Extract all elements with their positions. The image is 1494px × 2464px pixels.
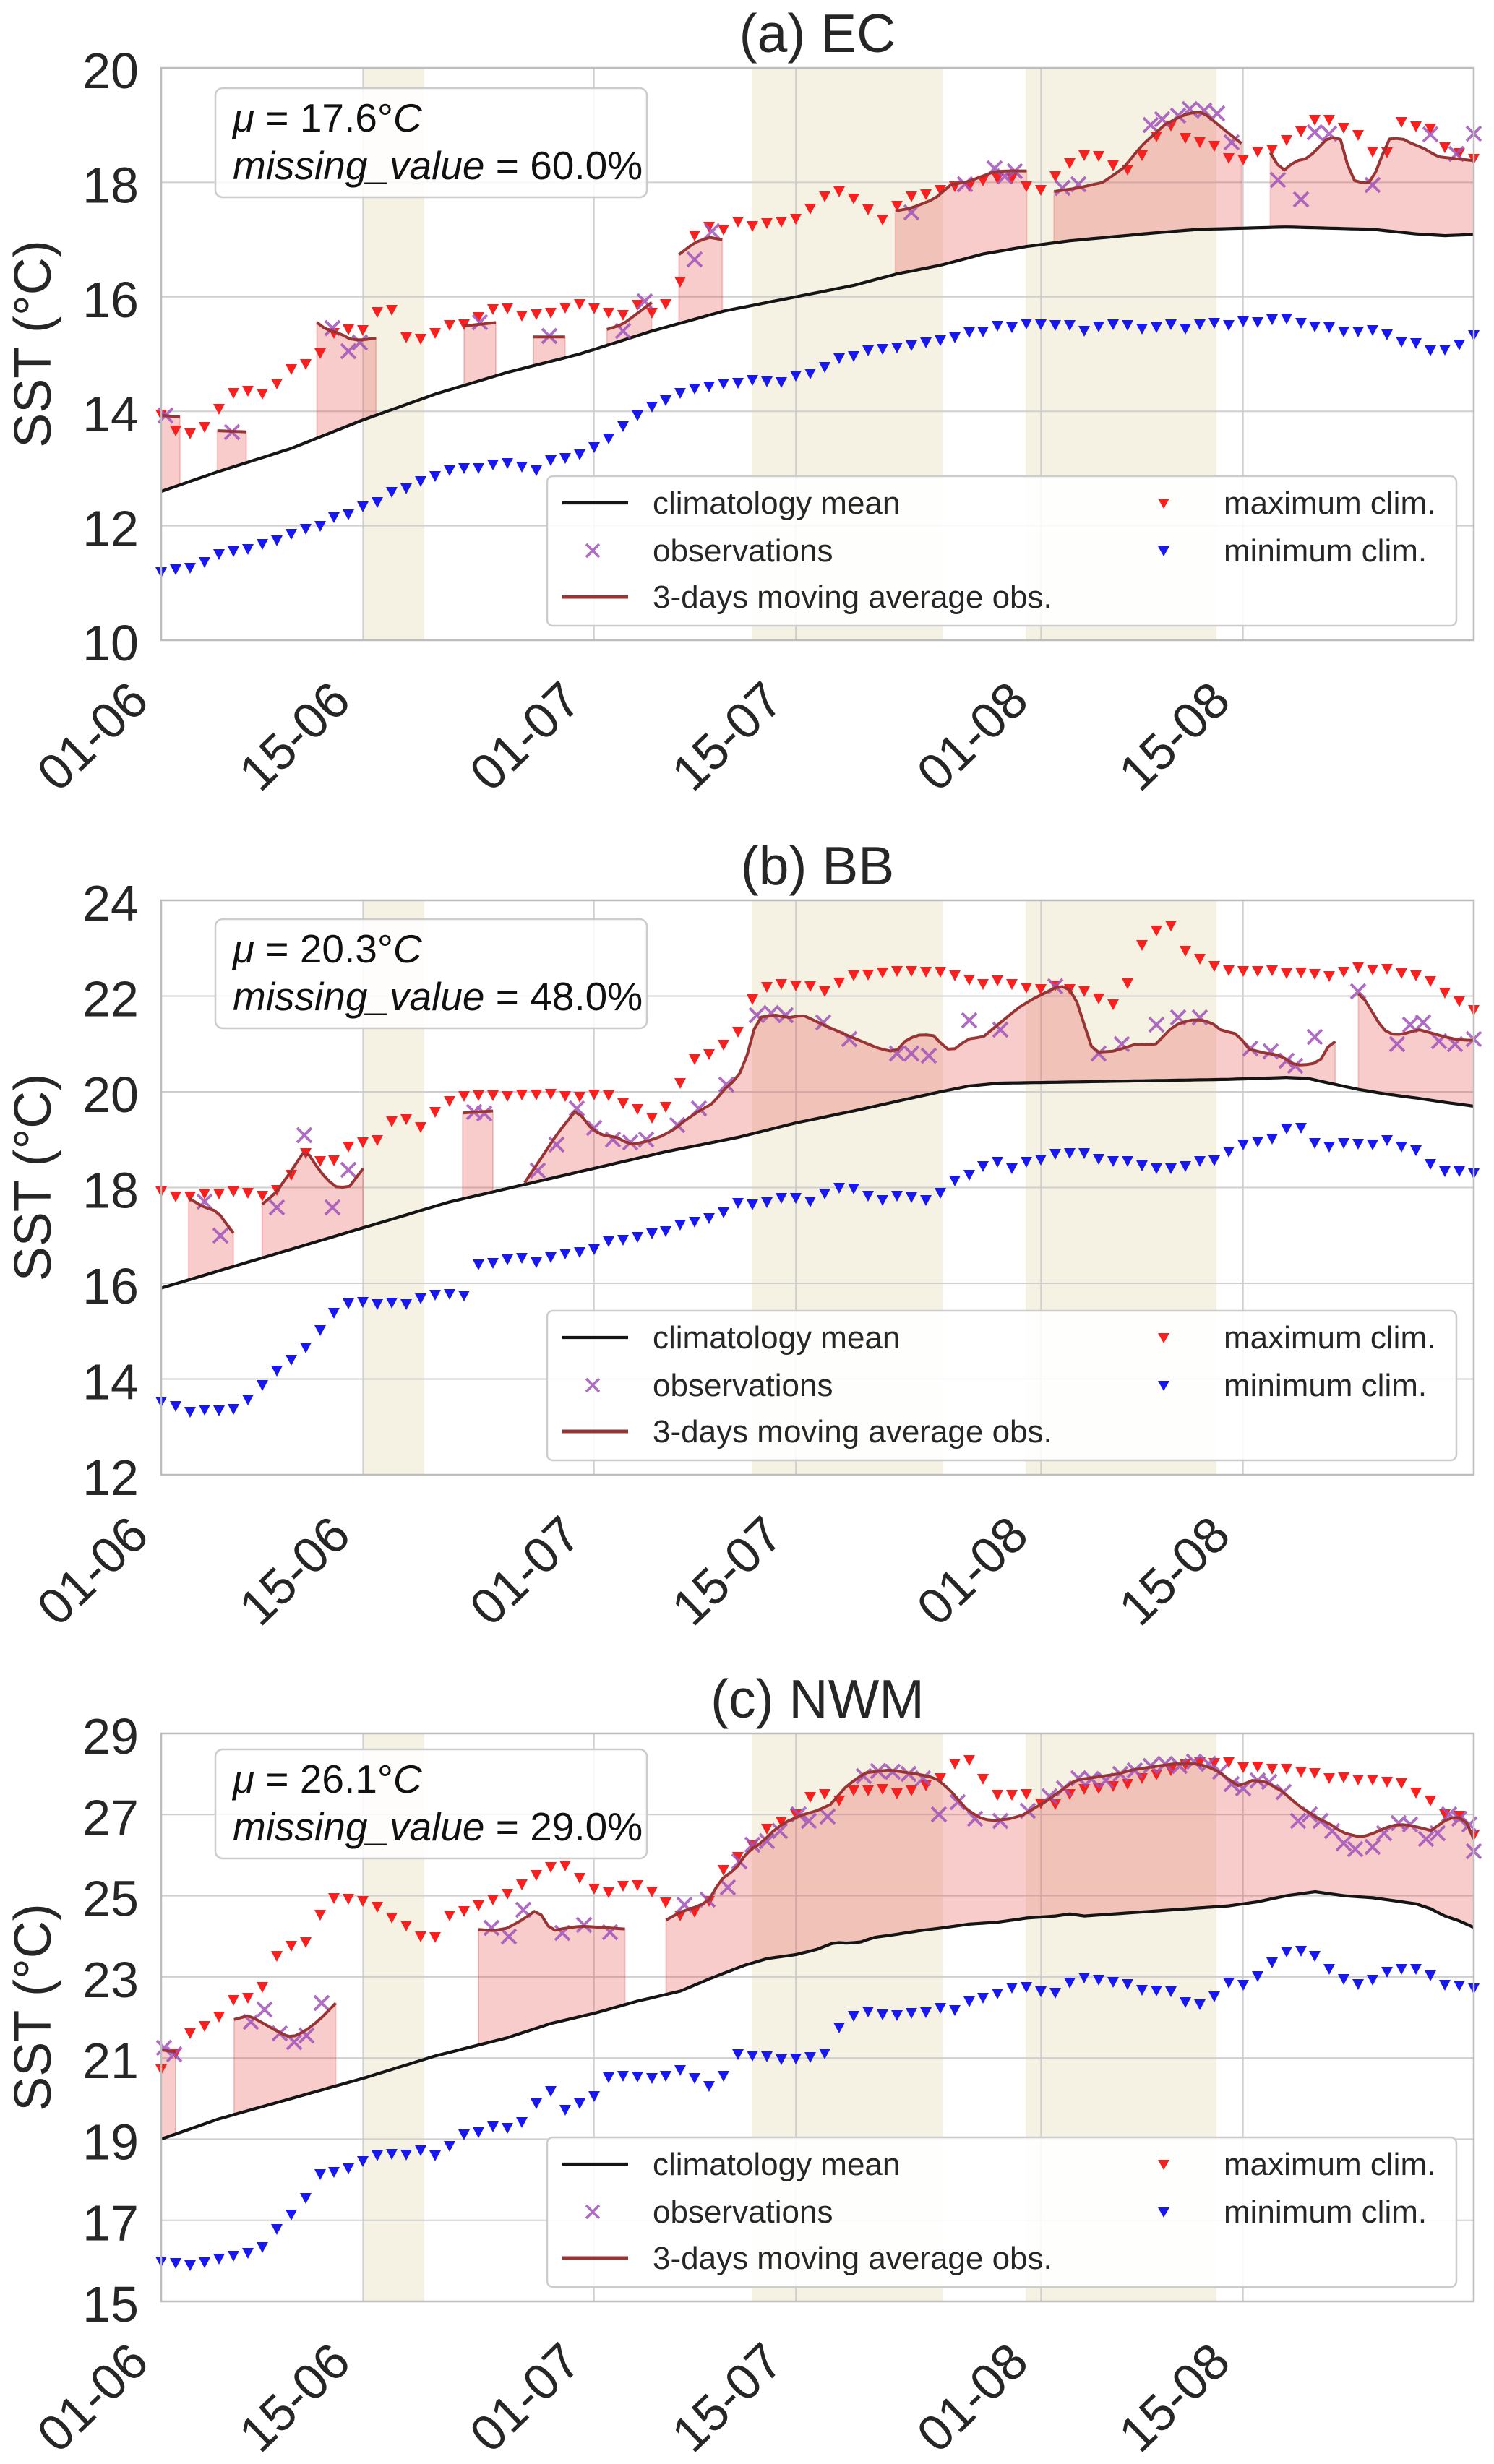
svg-text:observations: observations — [653, 2194, 833, 2230]
svg-text:maximum clim.: maximum clim. — [1224, 2147, 1435, 2182]
svg-text:observations: observations — [653, 533, 833, 569]
svg-text:18: 18 — [82, 157, 139, 213]
svg-text:missing_value = 48.0%: missing_value = 48.0% — [233, 974, 643, 1019]
svg-text:SST (°C): SST (°C) — [4, 1903, 62, 2111]
svg-text:3-days moving average obs.: 3-days moving average obs. — [653, 2241, 1052, 2276]
svg-text:(b) BB: (b) BB — [741, 835, 895, 896]
svg-text:minimum clim.: minimum clim. — [1224, 2194, 1427, 2230]
svg-text:μ = 20.3°C: μ = 20.3°C — [231, 926, 423, 971]
svg-text:missing_value = 60.0%: missing_value = 60.0% — [233, 143, 643, 188]
svg-text:16: 16 — [82, 272, 139, 328]
svg-text:19: 19 — [82, 2114, 139, 2170]
svg-text:climatology mean: climatology mean — [653, 2147, 900, 2182]
svg-text:SST (°C): SST (°C) — [4, 1074, 62, 1281]
svg-text:3-days moving average obs.: 3-days moving average obs. — [653, 1414, 1052, 1449]
svg-text:24: 24 — [82, 875, 139, 931]
svg-text:maximum clim.: maximum clim. — [1224, 486, 1435, 521]
svg-text:missing_value = 29.0%: missing_value = 29.0% — [233, 1804, 643, 1849]
svg-text:μ = 26.1°C: μ = 26.1°C — [231, 1757, 423, 1801]
svg-text:29: 29 — [82, 1708, 139, 1765]
svg-text:15: 15 — [82, 2276, 139, 2332]
svg-text:20: 20 — [82, 43, 139, 99]
svg-text:maximum clim.: maximum clim. — [1224, 1320, 1435, 1356]
svg-text:SST (°C): SST (°C) — [4, 240, 62, 447]
svg-text:17: 17 — [82, 2195, 139, 2252]
svg-text:minimum clim.: minimum clim. — [1224, 1368, 1427, 1403]
svg-text:18: 18 — [82, 1163, 139, 1219]
svg-text:minimum clim.: minimum clim. — [1224, 533, 1427, 569]
svg-text:20: 20 — [82, 1067, 139, 1123]
svg-text:23: 23 — [82, 1952, 139, 2008]
svg-text:3-days moving average obs.: 3-days moving average obs. — [653, 580, 1052, 615]
svg-text:27: 27 — [82, 1789, 139, 1845]
svg-text:observations: observations — [653, 1368, 833, 1403]
svg-text:25: 25 — [82, 1871, 139, 1927]
svg-text:14: 14 — [82, 1354, 139, 1410]
svg-text:16: 16 — [82, 1258, 139, 1314]
svg-text:22: 22 — [82, 971, 139, 1028]
svg-text:21: 21 — [82, 2033, 139, 2089]
svg-text:(c) NWM: (c) NWM — [710, 1668, 924, 1729]
svg-text:14: 14 — [82, 386, 139, 442]
svg-text:μ = 17.6°C: μ = 17.6°C — [231, 95, 423, 140]
svg-text:12: 12 — [82, 501, 139, 557]
svg-text:10: 10 — [82, 615, 139, 671]
svg-text:12: 12 — [82, 1449, 139, 1506]
svg-text:climatology mean: climatology mean — [653, 1320, 900, 1356]
svg-text:climatology mean: climatology mean — [653, 486, 900, 521]
svg-text:(a) EC: (a) EC — [739, 3, 896, 64]
